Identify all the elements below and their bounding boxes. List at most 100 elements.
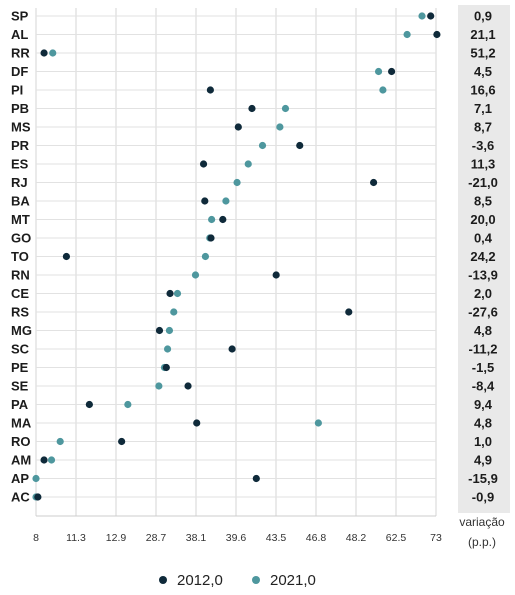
variation-value: 2,0: [474, 286, 492, 301]
point-2012: [155, 326, 164, 335]
row-ce: CE 2,0: [11, 286, 492, 301]
row-ma: MA 4,8: [11, 416, 492, 431]
point-2021: [276, 123, 284, 131]
variation-header-line2: (p.p.): [468, 535, 496, 549]
point-2012: [85, 400, 93, 409]
state-label: RS: [11, 305, 29, 320]
point-2012: [184, 382, 192, 390]
x-tick-label: 39.6: [226, 532, 247, 544]
point-2012: [296, 141, 304, 150]
row-es: ES 11,3: [11, 157, 495, 172]
point-2021: [418, 12, 426, 20]
point-2021: [244, 160, 252, 168]
point-2012: [40, 49, 48, 57]
variation-value: -8,4: [472, 379, 495, 394]
point-2012: [248, 104, 256, 113]
row-rj: RJ -21,0: [11, 175, 498, 190]
legend-label-2021: 2021,0: [270, 572, 316, 589]
variation-value: 21,1: [470, 27, 495, 42]
point-2012: [40, 456, 48, 464]
state-label: BA: [11, 194, 30, 209]
row-df: DF 4,5: [11, 64, 492, 79]
row-ms: MS 8,7: [11, 120, 492, 135]
point-2021: [165, 326, 174, 335]
row-sc: SC -11,2: [11, 342, 497, 357]
x-tick-label: 38.1: [186, 532, 207, 544]
variation-value: -13,9: [468, 268, 498, 283]
state-label: RR: [11, 46, 30, 61]
legend-label-2012: 2012,0: [177, 572, 223, 589]
point-2021: [47, 456, 56, 464]
point-2012: [207, 234, 215, 242]
point-2012: [228, 345, 236, 353]
grid-lines: [35, 8, 437, 516]
point-2021: [208, 215, 216, 224]
row-se: SE -8,4: [11, 379, 495, 394]
x-tick-label: 73: [430, 532, 442, 544]
point-2012: [387, 67, 396, 76]
row-ro: RO 1,0: [11, 434, 492, 449]
state-label: MG: [11, 323, 32, 338]
state-label: SC: [11, 342, 30, 357]
variation-value: 0,4: [474, 231, 493, 246]
variation-value: 7,1: [474, 101, 492, 116]
point-2012: [272, 271, 280, 279]
variation-value: 11,3: [471, 157, 496, 172]
variation-value: 0,9: [474, 9, 492, 24]
variation-value: -3,6: [472, 138, 494, 153]
x-tick-label: 46.8: [306, 532, 327, 544]
row-mg: MG 4,8: [11, 323, 492, 338]
state-label: AM: [11, 453, 31, 468]
point-2012: [62, 252, 71, 261]
row-pi: PI 16,6: [11, 83, 496, 98]
row-rr: RR 51,2: [11, 46, 496, 61]
state-label: AP: [11, 471, 29, 486]
state-label: PR: [11, 138, 30, 153]
variation-value: 1,0: [474, 434, 492, 449]
point-2012: [162, 363, 170, 372]
point-2021: [374, 67, 383, 76]
row-ac: AC -0,9: [11, 490, 494, 505]
point-2021: [222, 197, 230, 205]
point-2012: [34, 493, 42, 501]
variation-value: -27,6: [468, 305, 498, 320]
variation-value: 20,0: [470, 212, 495, 227]
row-am: AM 4,9: [11, 453, 492, 468]
row-rs: RS -27,6: [11, 305, 498, 320]
x-tick-label: 28.7: [146, 532, 167, 544]
point-2012: [166, 289, 174, 298]
row-ap: AP -15,9: [11, 471, 498, 486]
variation-header-line1: variação: [459, 515, 505, 529]
point-2012: [219, 215, 227, 224]
x-axis-ticks: 8 11.3 12.9 28.7 38.1 39.6 43.5 46.8 48.2 62.5 73: [33, 532, 442, 544]
legend-marker-2021: [252, 576, 260, 584]
legend-marker-2012: [159, 576, 167, 584]
point-2021: [124, 400, 132, 409]
row-pr: PR -3,6: [11, 138, 494, 153]
point-2012: [370, 178, 378, 187]
row-pb: PB 7,1: [11, 101, 492, 116]
state-label: MA: [11, 416, 32, 431]
point-2012: [345, 308, 353, 316]
variation-value: 9,4: [474, 397, 493, 412]
x-tick-label: 12.9: [106, 532, 127, 544]
variation-value: -0,9: [472, 490, 494, 505]
variation-value: 4,8: [474, 416, 492, 431]
point-2021: [49, 49, 57, 57]
point-2021: [201, 252, 210, 261]
variation-value: -1,5: [472, 360, 494, 375]
point-2021: [32, 474, 40, 483]
x-tick-label: 8: [33, 532, 39, 544]
point-2012: [201, 197, 209, 205]
state-label: RN: [11, 268, 30, 283]
point-2012: [234, 123, 242, 131]
x-tick-label: 11.3: [66, 532, 86, 544]
state-label: MS: [11, 120, 31, 135]
point-2021: [56, 437, 64, 446]
state-label: AL: [11, 27, 28, 42]
state-label: SE: [11, 379, 29, 394]
x-tick-label: 48.2: [346, 532, 367, 544]
variation-value: 8,5: [474, 194, 492, 209]
state-label: AC: [11, 490, 30, 505]
